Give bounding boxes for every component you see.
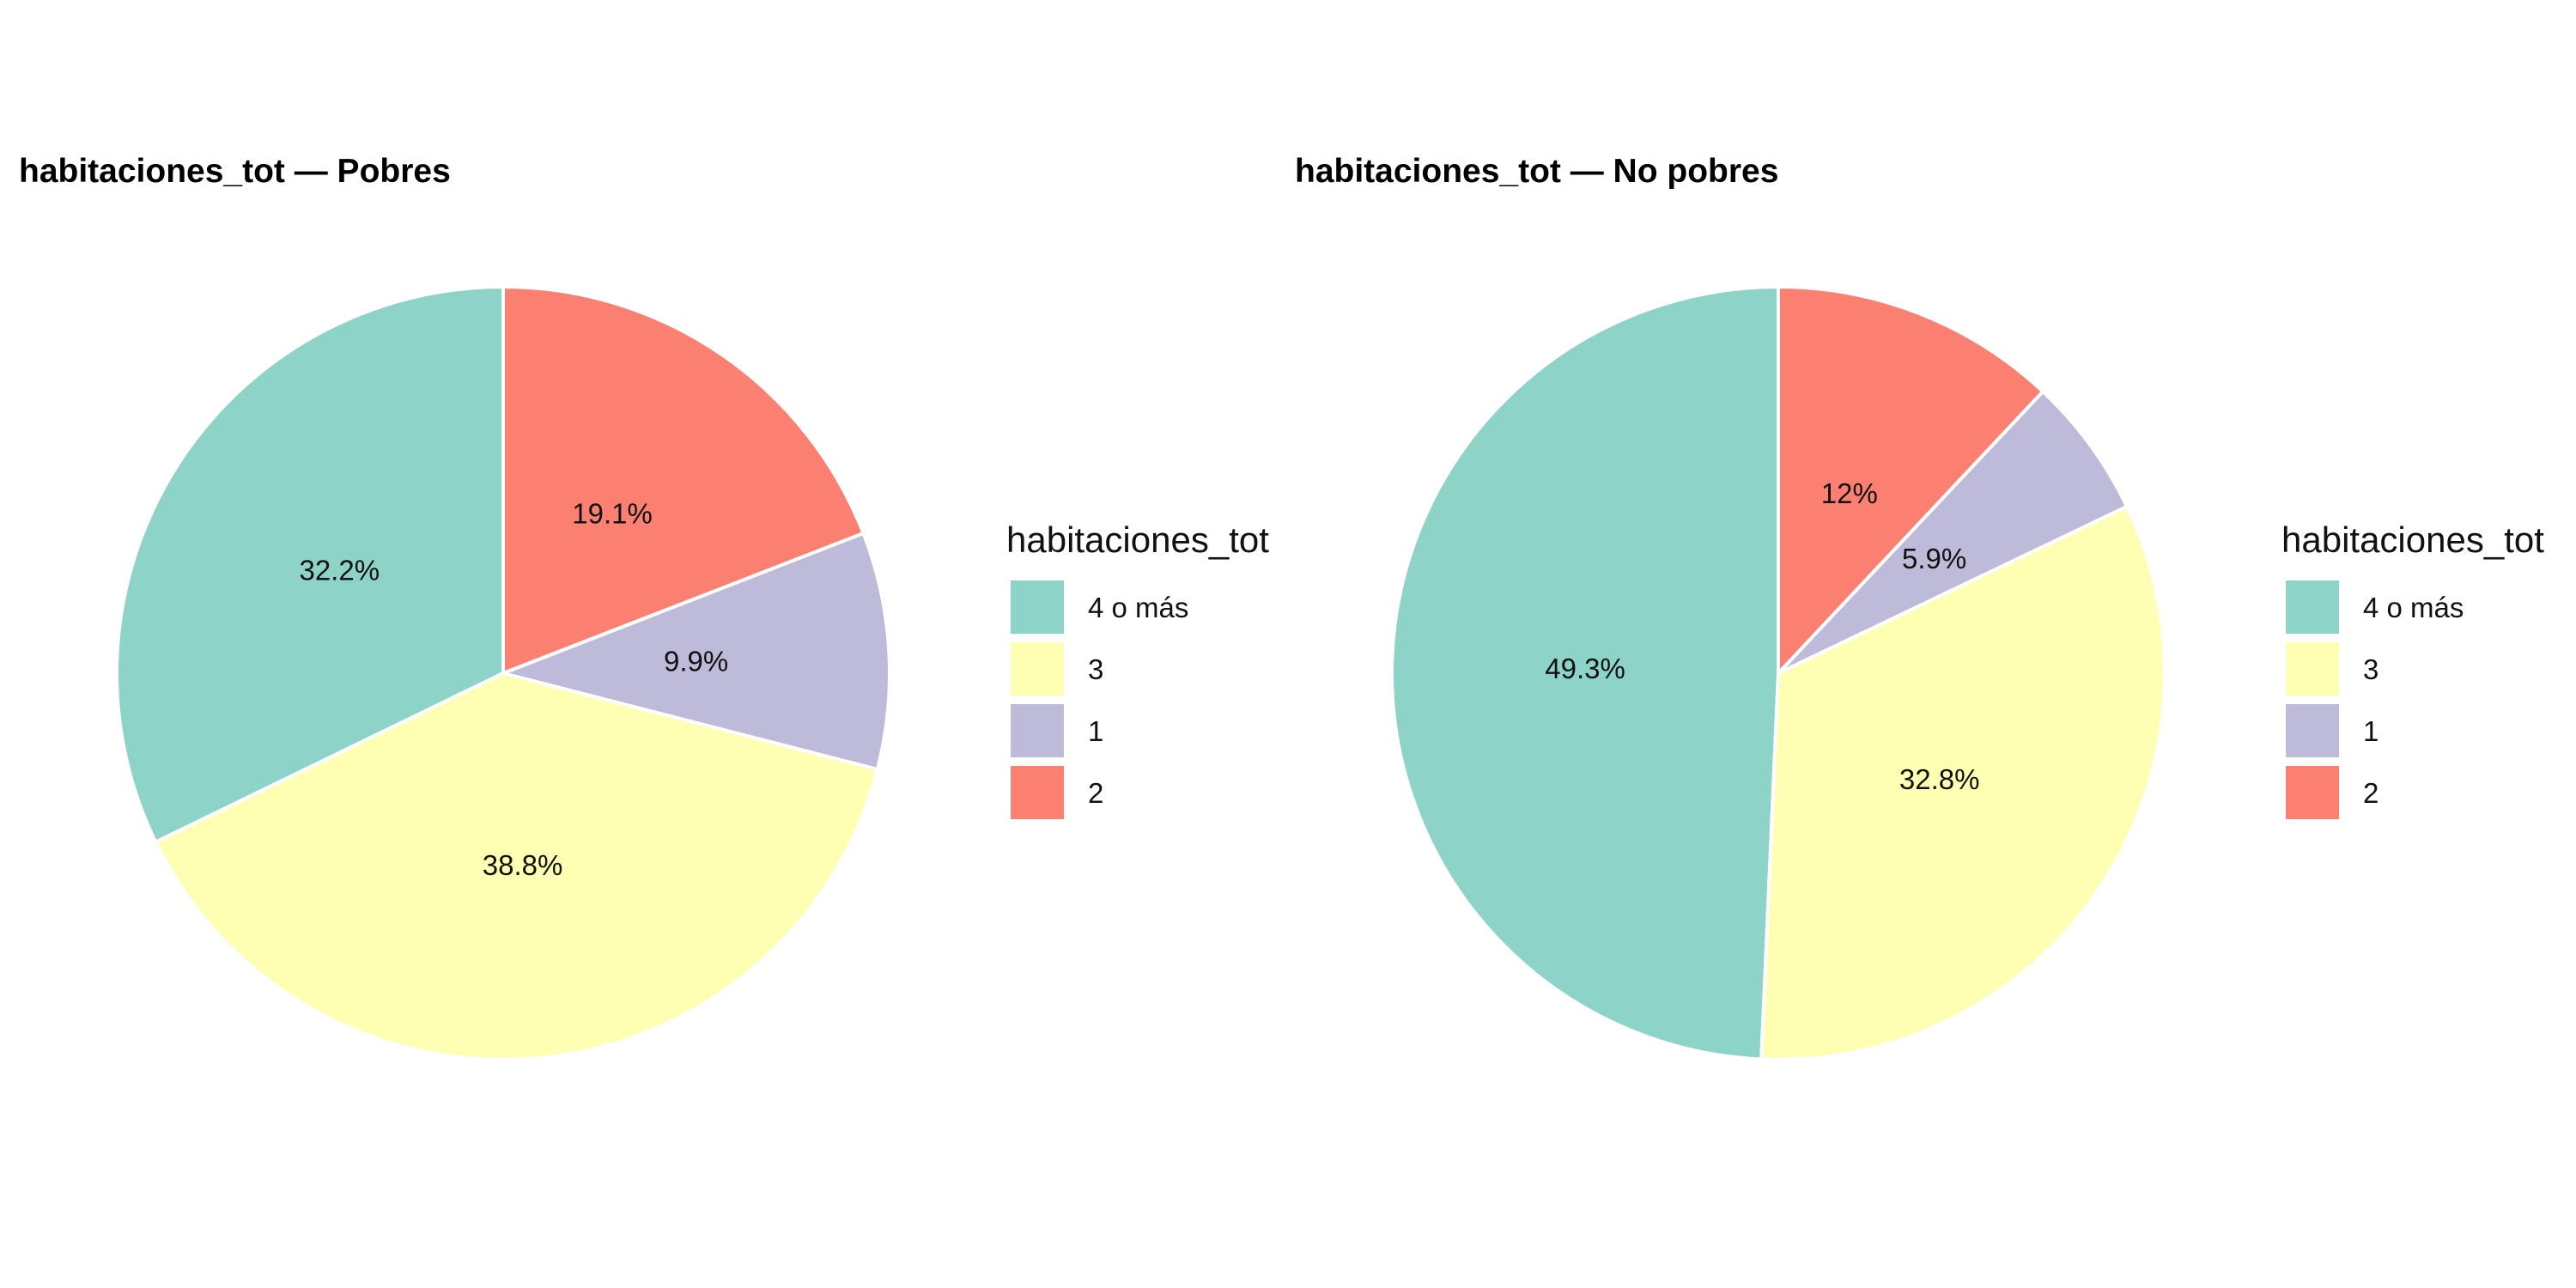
slice-label: 32.2% [299, 555, 380, 586]
legend-swatch [1011, 580, 1064, 634]
chart-panel-no-pobres: habitaciones_tot — No pobres 49.3% 32.8% 5… [1295, 153, 2544, 1061]
legend-title: habitaciones_tot [1006, 519, 1269, 560]
legend-title: habitaciones_tot [2281, 519, 2544, 560]
pie-slice-3 [153, 671, 880, 1061]
legend-pobres: habitaciones_tot 4 o más 3 1 2 [1006, 519, 1269, 819]
slice-label: 9.9% [664, 646, 728, 677]
legend-swatch [1011, 704, 1064, 757]
legend-swatch [1011, 642, 1064, 696]
pie-slice-1 [497, 531, 891, 772]
legend-label: 3 [2363, 653, 2379, 685]
slice-label: 12% [1821, 477, 1878, 509]
slice-label: 38.8% [483, 849, 563, 881]
pie-slice-2 [501, 284, 866, 676]
legend-swatch [2286, 642, 2339, 696]
legend-label: 1 [2363, 715, 2379, 747]
legend-label: 2 [2363, 777, 2379, 809]
legend-no-pobres: habitaciones_tot 4 o más 3 1 2 [2281, 519, 2544, 819]
legend-label: 4 o más [2363, 592, 2464, 623]
chart-panel-pobres: habitaciones_tot — Pobres 32.2% 38.8% 9.9%… [19, 153, 1269, 1061]
legend-swatch [2286, 580, 2339, 634]
slice-label: 19.1% [572, 497, 653, 529]
pie-slice-2 [1777, 284, 2045, 678]
pie-no-pobres: 49.3% 32.8% 5.9% 12% [1390, 284, 2166, 1061]
slice-label: 32.8% [1899, 763, 1980, 795]
legend-label: 3 [1088, 653, 1103, 685]
chart-title: habitaciones_tot — No pobres [1295, 153, 1778, 190]
pie-slice-1 [1777, 389, 2129, 675]
legend-swatch [2286, 704, 2339, 757]
pie-slice-4-o-más [1390, 284, 1780, 1061]
slice-label: 5.9% [1902, 543, 1966, 574]
legend-label: 1 [1088, 715, 1103, 747]
pie-pobres: 32.2% 38.8% 9.9% 19.1% [115, 284, 891, 1061]
pie-slice-3 [1759, 504, 2166, 1061]
legend-label: 2 [1088, 777, 1103, 809]
legend-label: 4 o más [1088, 592, 1188, 623]
chart-title: habitaciones_tot — Pobres [19, 153, 451, 190]
slice-label: 49.3% [1545, 653, 1625, 684]
legend-swatch [2286, 766, 2339, 819]
legend-swatch [1011, 766, 1064, 819]
pie-slice-4-o-más [115, 284, 505, 845]
